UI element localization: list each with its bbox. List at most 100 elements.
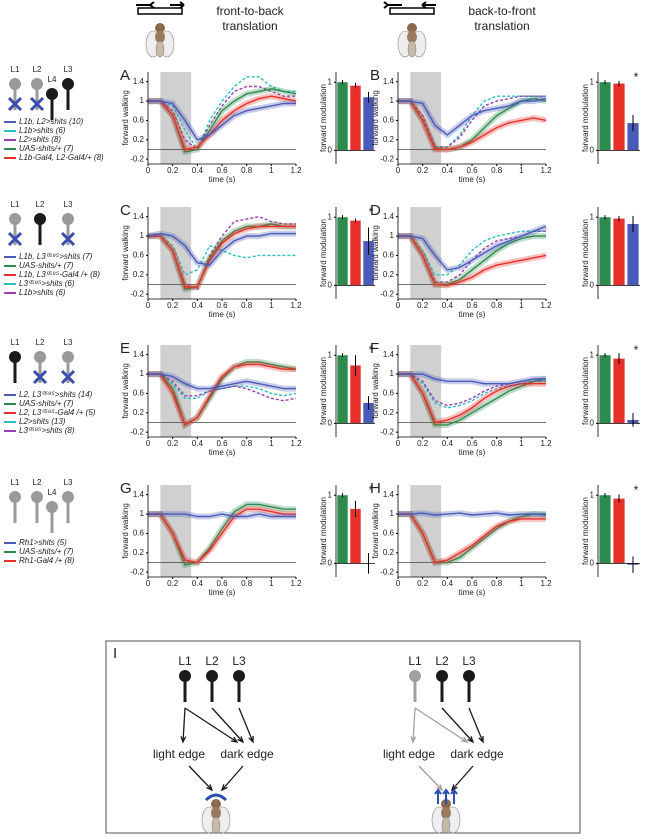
x-tick-label: 0.2 [167, 301, 179, 310]
neuron-label: L2 [205, 654, 219, 668]
legend-label: L3⁰⁵⁹⁵>shits (8) [19, 426, 75, 435]
x-tick-label: 0.8 [491, 301, 503, 310]
edge-label: light edge [383, 747, 435, 761]
neuron-head [34, 351, 46, 363]
y-tick-label: 0.2 [133, 548, 145, 557]
column-title: translation [222, 19, 277, 33]
fly-abdomen [407, 40, 417, 58]
x-tick-label: 0.2 [417, 166, 429, 175]
x-tick-label: 0.6 [216, 579, 228, 588]
bar [350, 85, 361, 151]
y-tick-label: 1 [390, 96, 395, 105]
x-tick-label: 1 [519, 579, 524, 588]
x-tick-label: 0 [396, 301, 401, 310]
fly-head [155, 23, 165, 33]
x-axis-label: time (s) [459, 588, 486, 597]
x-tick-label: 0 [146, 301, 151, 310]
y-tick-label: 1 [590, 350, 595, 359]
x-axis-label: time (s) [459, 448, 486, 457]
series-line [148, 85, 296, 151]
y-tick-label: -0.2 [130, 154, 144, 163]
legend-label: Rh1-Gal4 /+ (8) [19, 556, 75, 565]
y-axis-label: forward walking [371, 90, 380, 146]
y-tick-label: 1 [328, 77, 333, 86]
y-tick-label: 1 [328, 350, 333, 359]
x-tick-label: 0.8 [241, 439, 253, 448]
y-axis-label: forward walking [121, 503, 130, 559]
x-tick-label: 0.4 [442, 439, 454, 448]
bar [627, 123, 639, 151]
neuron-head [9, 78, 21, 90]
neuron-head [46, 501, 58, 513]
bar [599, 217, 611, 286]
x-tick-label: 1 [269, 579, 274, 588]
y-tick-label: 0.2 [383, 548, 395, 557]
neuron-label: L1 [11, 200, 20, 209]
y-axis-label: forward modulation [319, 219, 328, 287]
series-line [148, 100, 296, 141]
series-line [148, 76, 296, 151]
series-line [398, 235, 547, 287]
x-tick-label: 0.2 [417, 579, 429, 588]
y-tick-label: 0.2 [133, 135, 145, 144]
x-axis-label: time (s) [209, 310, 236, 319]
neuron-head [46, 88, 58, 100]
y-tick-label: 1 [390, 369, 395, 378]
panel-label: B [370, 67, 380, 84]
stimulus-arrow [136, 1, 155, 9]
stimulus-arrow [383, 1, 402, 9]
y-tick-label: 1.4 [383, 350, 395, 359]
fly-abdomen [441, 816, 451, 834]
y-tick-label: 1 [590, 77, 595, 86]
stimulus-arrow [421, 1, 436, 9]
y-tick-label: 0 [590, 280, 595, 289]
y-tick-label: 0.6 [383, 116, 395, 125]
panel-label: F [370, 340, 379, 357]
bar [613, 83, 625, 151]
series-line [148, 363, 296, 426]
series-line [398, 225, 547, 271]
neuron-head [9, 491, 21, 503]
arrow [450, 765, 474, 792]
y-axis-label: forward modulation [581, 84, 590, 152]
x-tick-label: 0.2 [167, 579, 179, 588]
y-axis-label: forward modulation [319, 497, 328, 565]
edge-label: dark edge [220, 747, 274, 761]
x-tick-label: 1 [269, 301, 274, 310]
panel-label: H [370, 480, 381, 497]
neuron-label: L3 [462, 654, 476, 668]
y-tick-label: 0.6 [383, 251, 395, 260]
bar [350, 365, 361, 424]
legend-label: L2>shits (8) [19, 135, 61, 144]
stimulus-shade [160, 485, 192, 577]
y-axis-label: forward modulation [319, 357, 328, 425]
x-tick-label: 1 [519, 166, 524, 175]
bar [599, 355, 611, 424]
panel-label: D [370, 202, 381, 219]
bar [599, 82, 611, 151]
panel-label: A [120, 67, 130, 84]
neuron-label: L2 [36, 338, 45, 347]
panel-label: E [120, 340, 130, 357]
x-tick-label: 0.6 [216, 166, 228, 175]
y-tick-label: 1 [140, 509, 145, 518]
column-title: translation [474, 19, 529, 33]
x-tick-label: 0.8 [491, 439, 503, 448]
bar [363, 241, 374, 286]
y-tick-label: 1.4 [133, 212, 145, 221]
x-tick-label: 0.6 [466, 301, 478, 310]
y-tick-label: 0 [590, 145, 595, 154]
series-line [148, 513, 296, 518]
bar [613, 218, 625, 286]
block-mark [32, 369, 48, 385]
y-axis-label: forward walking [121, 225, 130, 281]
fly-head [407, 23, 417, 33]
x-tick-label: 1.2 [290, 166, 302, 175]
legend-label: Rh1>shits (5) [19, 538, 67, 547]
fly-head [211, 799, 221, 809]
bar [337, 217, 348, 286]
neuron-label: L1 [11, 65, 20, 74]
neuron-label: L3 [64, 65, 73, 74]
x-tick-label: 0.6 [466, 439, 478, 448]
series-line [398, 513, 546, 564]
